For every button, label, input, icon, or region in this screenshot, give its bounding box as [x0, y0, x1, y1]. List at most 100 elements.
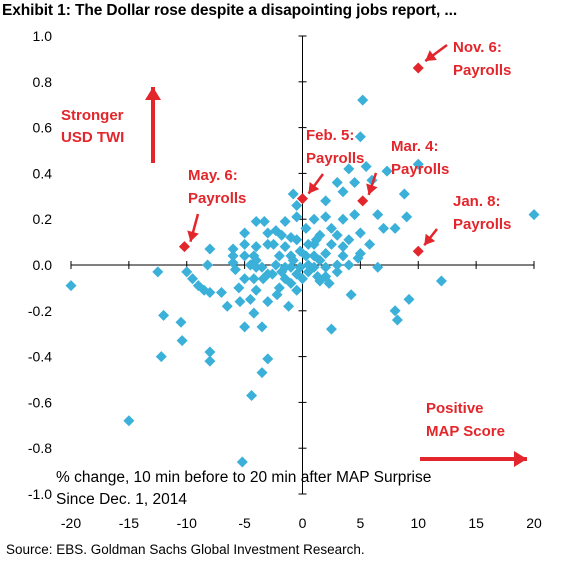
- x-tick-label: 5: [356, 515, 364, 531]
- data-point: [266, 268, 278, 280]
- data-point: [354, 131, 366, 143]
- data-point: [308, 261, 320, 273]
- data-point: [297, 273, 308, 285]
- chart-title: Exhibit 1: The Dollar rose despite a dis…: [2, 2, 458, 19]
- data-point: [233, 282, 245, 294]
- data-point: [308, 213, 320, 225]
- data-point: [152, 266, 164, 278]
- data-point: [176, 335, 188, 347]
- annotation-labels: Nov. 6: Payrolls Feb. 5: Payrolls Mar. 4: Pay…: [56, 39, 527, 508]
- highlight-arrow: [307, 173, 325, 195]
- highlight-label-line1: Mar. 4:: [391, 138, 439, 155]
- x-tick-label: 0: [299, 515, 307, 531]
- y-tick-label: 0.2: [33, 211, 53, 227]
- data-point: [398, 188, 410, 200]
- data-point: [314, 254, 326, 266]
- stronger-usd-label-line1: Stronger: [61, 107, 124, 124]
- data-point: [314, 229, 326, 241]
- data-point: [294, 261, 306, 273]
- data-point: [391, 314, 403, 326]
- data-point: [320, 261, 332, 273]
- data-point: [331, 229, 343, 241]
- arrow-head: [145, 87, 161, 100]
- y-tick-label: 1.0: [33, 28, 53, 44]
- data-point: [256, 321, 268, 333]
- highlight-point: [297, 193, 308, 205]
- y-tick-label: 0.0: [33, 257, 53, 273]
- data-point: [256, 261, 268, 273]
- data-point: [294, 245, 306, 257]
- data-points: [65, 94, 540, 468]
- data-point: [343, 259, 355, 271]
- data-point: [227, 250, 239, 262]
- x-tick-label: 15: [468, 515, 484, 531]
- x-tick-label: 10: [410, 515, 426, 531]
- highlight-arrow: [366, 172, 378, 196]
- data-point: [401, 211, 413, 223]
- data-point: [378, 222, 390, 234]
- data-point: [239, 250, 251, 262]
- data-point: [331, 177, 343, 189]
- data-point: [204, 355, 216, 367]
- data-point: [528, 209, 540, 221]
- data-point: [262, 353, 274, 365]
- data-point: [250, 284, 262, 296]
- data-point: [331, 266, 343, 278]
- highlight-label-line1: Nov. 6:: [453, 39, 502, 56]
- highlight-point: [178, 241, 190, 253]
- highlight-label-line2: Payrolls: [391, 161, 449, 178]
- y-tick-label: 0.8: [33, 74, 53, 90]
- highlight-point: [412, 245, 424, 257]
- arrow-head: [366, 183, 378, 195]
- y-tick-label: -0.6: [28, 394, 52, 410]
- data-point: [291, 199, 303, 211]
- data-point: [262, 296, 274, 308]
- stronger-usd-label-line2: USD TWI: [61, 129, 124, 146]
- data-point: [250, 215, 262, 227]
- data-point: [229, 264, 241, 276]
- data-point: [300, 222, 312, 234]
- data-point: [250, 254, 262, 266]
- highlight-label-line2: Payrolls: [306, 150, 364, 167]
- data-point: [285, 277, 297, 289]
- highlight-label-line2: Payrolls: [188, 190, 246, 207]
- data-point: [343, 163, 355, 175]
- data-point: [181, 266, 193, 278]
- note-line-1: % change, 10 min before to 20 min after …: [56, 469, 431, 486]
- data-point: [337, 213, 349, 225]
- data-point: [372, 209, 384, 221]
- data-point: [250, 241, 262, 253]
- positive-map-label-line1: Positive: [426, 400, 484, 417]
- data-point: [204, 286, 216, 298]
- data-point: [320, 211, 332, 223]
- data-point: [331, 259, 343, 271]
- data-point: [349, 209, 361, 221]
- data-point: [155, 351, 167, 363]
- data-point: [221, 300, 233, 312]
- highlight-label-line1: Jan. 8:: [453, 193, 501, 210]
- data-point: [239, 227, 251, 239]
- arrow-head: [187, 230, 199, 242]
- data-point: [248, 307, 260, 319]
- data-point: [364, 238, 376, 250]
- data-point: [283, 300, 295, 312]
- data-point: [262, 238, 274, 250]
- x-tick-label: -5: [238, 515, 251, 531]
- data-point: [349, 177, 361, 189]
- data-point: [354, 248, 366, 260]
- data-point: [337, 250, 349, 262]
- y-tick-label: -0.8: [28, 440, 52, 456]
- data-point: [360, 161, 372, 173]
- arrow-head: [308, 181, 320, 194]
- source-note: Source: EBS. Goldman Sachs Global Invest…: [6, 542, 365, 557]
- data-point: [320, 248, 332, 260]
- arrow-head: [514, 451, 527, 467]
- data-point: [291, 211, 303, 223]
- data-point: [187, 273, 199, 285]
- highlight-arrow: [424, 43, 448, 63]
- data-point: [389, 305, 401, 317]
- x-tick-label: -10: [177, 515, 197, 531]
- data-point: [287, 254, 299, 266]
- data-point: [325, 323, 337, 335]
- data-point: [300, 250, 312, 262]
